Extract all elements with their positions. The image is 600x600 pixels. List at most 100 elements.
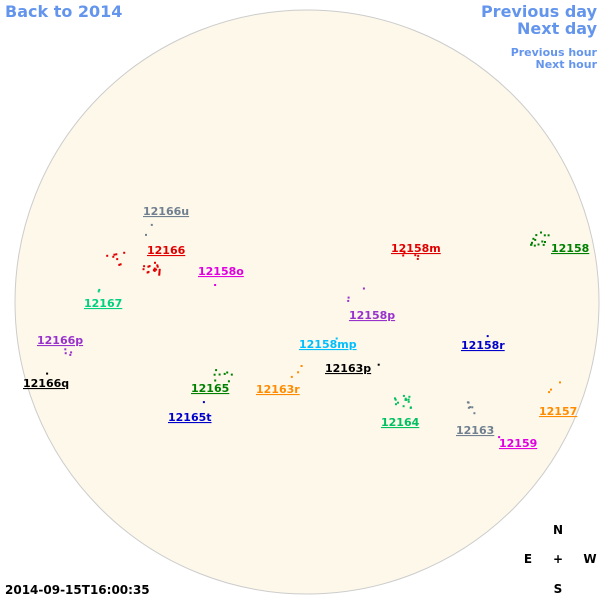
sunspot [469,406,472,409]
sunspot [335,337,338,340]
sunspot [155,268,158,271]
sunspot [202,401,205,404]
sunspot [158,270,161,273]
sunspot [402,405,405,408]
sunspot [543,234,546,237]
sunspot [143,265,146,268]
sunspot [147,270,150,273]
sunspot [417,254,420,257]
sunspot [158,272,161,275]
sunspot [548,391,551,394]
region-label[interactable]: 12165t [168,411,212,424]
sunspot [223,372,226,375]
sunspot [116,258,119,261]
previous-hour-link[interactable]: Previous hour [511,46,598,59]
sunspot [300,365,303,367]
region-label[interactable]: 12166u [143,205,189,218]
sunspot [214,284,217,286]
region-label[interactable]: 12158o [198,265,244,278]
sunspot [150,223,153,226]
sunspot [142,268,145,271]
region-label[interactable]: 12163 [456,424,494,437]
region-label[interactable]: 12166 [147,244,186,257]
sunspot [156,265,159,268]
sunspot [158,273,161,276]
sunspot [486,335,489,338]
sunspot [106,254,109,257]
sunspot [154,261,156,264]
region-label[interactable]: 12159 [499,437,537,450]
compass-north: N [553,523,563,537]
sunspot [544,241,546,243]
region-label[interactable]: 12166q [23,377,69,390]
sunspot [535,234,538,237]
sunspot [395,403,397,406]
sunspot [542,243,545,246]
sunspot [407,398,410,401]
region-label[interactable]: 12157 [539,405,577,418]
timestamp: 2014-09-15T16:00:35 [5,583,150,597]
sunspot [541,240,544,243]
sunspot [230,373,233,376]
sunspot [403,251,406,253]
sunspot [123,251,126,254]
sunspot [534,238,537,241]
sunspot [471,406,474,409]
sunspot [397,401,399,404]
sunspot [215,369,218,372]
region-label[interactable]: 12165 [191,382,229,395]
sunspot [113,253,116,256]
region-label[interactable]: 12163r [256,383,300,396]
sunspot [532,237,535,240]
sunspot [394,398,397,401]
sunspot [467,406,470,409]
sunspot [402,254,405,257]
next-day-link[interactable]: Next day [517,19,598,38]
sunspot [473,412,476,415]
sunspot [64,348,67,351]
compass-center: + [553,552,563,566]
region-label[interactable]: 12158 [551,242,589,255]
sunspot [377,363,380,366]
region-label[interactable]: 12158mp [299,338,357,351]
sunspot [402,394,405,397]
sunspot [297,371,300,374]
sunspot [498,436,501,439]
sunspot [533,244,536,247]
region-label[interactable]: 12166p [37,334,83,347]
sunspot [362,287,365,290]
sunspot [119,263,122,266]
sunspot [214,379,217,382]
sunspot [145,233,147,236]
sunspot [537,243,540,246]
region-label[interactable]: 12158m [391,242,441,255]
sunspot [407,400,410,403]
sunspot [70,351,73,354]
back-link[interactable]: Back to 2014 [5,2,122,21]
previous-day-link[interactable]: Previous day [481,2,598,21]
sunspot [118,263,121,266]
compass-east: E [524,552,532,566]
sunspot [466,401,469,404]
region-label[interactable]: 12164 [381,416,420,429]
sunspot [290,375,293,378]
sunspot [158,268,161,271]
sunspot [404,397,407,400]
sunspot [156,264,159,267]
region-label[interactable]: 12163p [325,362,371,375]
region-label[interactable]: 12167 [84,297,122,310]
sunspot [152,269,155,272]
next-hour-link[interactable]: Next hour [536,58,598,71]
sunspot [69,353,72,356]
sunspot [404,398,407,401]
region-label[interactable]: 12158p [349,309,395,322]
sunspot [559,381,561,384]
sunspot [416,257,419,260]
compass-south: S [554,582,563,596]
sunspot [218,373,221,376]
sunspot [408,395,411,398]
compass-west: W [583,552,596,566]
region-label[interactable]: 12158r [461,339,505,352]
solar-disk [14,9,600,595]
